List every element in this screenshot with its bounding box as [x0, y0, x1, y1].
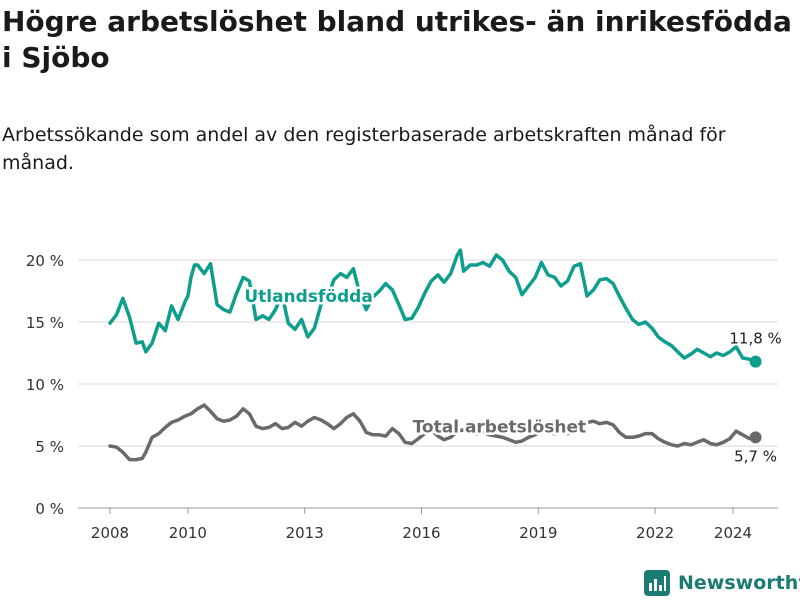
y-tick-label: 20 %: [26, 252, 64, 270]
grid-lines: [78, 259, 778, 509]
x-tick-label: 2016: [402, 524, 440, 542]
x-tick-label: 2019: [519, 524, 557, 542]
y-tick-label: 15 %: [26, 314, 64, 332]
series-lines: [108, 248, 762, 462]
chart-title: Högre arbetslöshet bland utrikes- än inr…: [2, 5, 792, 74]
brand-name: Newsworthy: [678, 572, 800, 594]
y-tick-label: 5 %: [35, 438, 64, 456]
newsworthy-logo-icon: [644, 570, 670, 596]
series-line: [108, 403, 758, 462]
y-tick-label: 10 %: [26, 376, 64, 394]
end-point-marker: [749, 355, 762, 368]
series-name-label: Utlandsfödda: [244, 287, 373, 307]
series-labels: 11,8 % Utlandsfödda 5,7 % Total arbetslöshe…: [242, 285, 784, 468]
series-line: [108, 248, 758, 364]
x-tick-label: 2013: [286, 524, 324, 542]
chart-subtitle: Arbetssökande som andel av den registerb…: [2, 124, 726, 174]
end-value-label: 11,8 %: [729, 330, 781, 348]
end-point-marker: [749, 431, 762, 444]
x-tick-label: 2008: [91, 524, 129, 542]
x-tick-label: 2010: [169, 524, 207, 542]
series-name-label: Total arbetslöshet: [413, 417, 587, 437]
brand-logo[interactable]: Newsworthy: [644, 568, 800, 598]
x-tick-label: 2024: [714, 524, 752, 542]
end-value-label: 5,7 %: [734, 447, 777, 465]
axes: 0 % 5 % 10 % 15 % 20 % 2008 2010 2013 2016 2019 20…: [26, 252, 752, 542]
x-tick-label: 2022: [636, 524, 674, 542]
y-tick-label: 0 %: [35, 500, 64, 518]
